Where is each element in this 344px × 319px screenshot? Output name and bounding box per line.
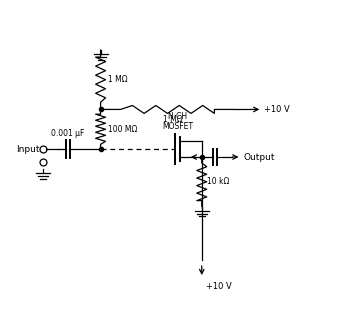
Text: Output: Output	[244, 152, 275, 161]
Text: 0.001 μF: 0.001 μF	[51, 129, 85, 138]
Text: N CH
MOSFET: N CH MOSFET	[162, 112, 193, 131]
Text: 1 MΩ: 1 MΩ	[163, 115, 182, 124]
Text: +10 V: +10 V	[264, 105, 290, 114]
Text: 1 MΩ: 1 MΩ	[108, 75, 127, 84]
Text: 100 MΩ: 100 MΩ	[108, 125, 137, 134]
Text: 10 kΩ: 10 kΩ	[207, 177, 229, 186]
Text: +10 V: +10 V	[206, 282, 232, 291]
Text: Input: Input	[17, 145, 40, 153]
